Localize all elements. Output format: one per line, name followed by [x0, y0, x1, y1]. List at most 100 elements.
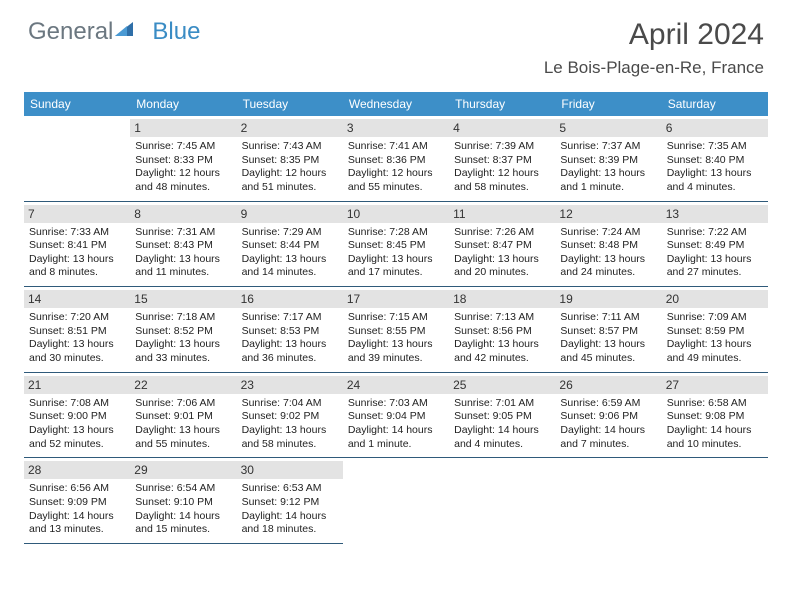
- day-info: Sunrise: 7:24 AMSunset: 8:48 PMDaylight:…: [560, 226, 656, 281]
- day-number: 10: [343, 205, 449, 223]
- day-info: Sunrise: 7:41 AMSunset: 8:36 PMDaylight:…: [348, 140, 444, 195]
- day-info: Sunrise: 7:29 AMSunset: 8:44 PMDaylight:…: [242, 226, 338, 281]
- day-number: 14: [24, 290, 130, 308]
- calendar-cell: 19 Sunrise: 7:11 AMSunset: 8:57 PMDayligh…: [555, 287, 661, 373]
- day-number: 30: [237, 461, 343, 479]
- weekday-header-row: SundayMondayTuesdayWednesdayThursdayFrid…: [24, 92, 768, 116]
- day-number: 23: [237, 376, 343, 394]
- day-info: Sunrise: 7:31 AMSunset: 8:43 PMDaylight:…: [135, 226, 231, 281]
- calendar-cell: 2 Sunrise: 7:43 AMSunset: 8:35 PMDaylight…: [237, 116, 343, 201]
- day-number: 4: [449, 119, 555, 137]
- calendar-cell: 26Sunrise: 6:59 AMSunset: 9:06 PMDayligh…: [555, 372, 661, 458]
- day-number: 2: [237, 119, 343, 137]
- calendar-cell: 29 Sunrise: 6:54 AMSunset: 9:10 PMDayligh…: [130, 458, 236, 544]
- calendar-week-row: 1Sunrise: 7:45 AMSunset: 8:33 PMDaylight…: [24, 116, 768, 201]
- day-info: Sunrise: 7:08 AMSunset: 9:00 PMDaylight:…: [29, 397, 125, 452]
- calendar-cell: 1Sunrise: 7:45 AMSunset: 8:33 PMDaylight…: [130, 116, 236, 201]
- calendar-cell: 3 Sunrise: 7:41 AMSunset: 8:36 PMDaylight…: [343, 116, 449, 201]
- day-number: 9: [237, 205, 343, 223]
- calendar-cell: 9 Sunrise: 7:29 AMSunset: 8:44 PMDaylight…: [237, 201, 343, 287]
- calendar-cell-empty: [24, 116, 130, 201]
- calendar-cell: 23 Sunrise: 7:04 AMSunset: 9:02 PMDayligh…: [237, 372, 343, 458]
- day-info: Sunrise: 7:28 AMSunset: 8:45 PMDaylight:…: [348, 226, 444, 281]
- day-info: Sunrise: 7:04 AMSunset: 9:02 PMDaylight:…: [242, 397, 338, 452]
- day-number: 12: [555, 205, 661, 223]
- calendar-cell: 4 Sunrise: 7:39 AMSunset: 8:37 PMDaylight…: [449, 116, 555, 201]
- calendar-cell-empty: [662, 458, 768, 544]
- calendar-week-row: 7 Sunrise: 7:33 AMSunset: 8:41 PMDaylight…: [24, 201, 768, 287]
- calendar-cell: 7 Sunrise: 7:33 AMSunset: 8:41 PMDaylight…: [24, 201, 130, 287]
- weekday-header: Wednesday: [343, 92, 449, 116]
- day-info: Sunrise: 7:39 AMSunset: 8:37 PMDaylight:…: [454, 140, 550, 195]
- day-number: 7: [24, 205, 130, 223]
- calendar-cell: 8 Sunrise: 7:31 AMSunset: 8:43 PMDaylight…: [130, 201, 236, 287]
- day-number: 20: [662, 290, 768, 308]
- calendar-cell: 24Sunrise: 7:03 AMSunset: 9:04 PMDayligh…: [343, 372, 449, 458]
- calendar-cell: 5Sunrise: 7:37 AMSunset: 8:39 PMDaylight…: [555, 116, 661, 201]
- calendar-cell: 28 Sunrise: 6:56 AMSunset: 9:09 PMDayligh…: [24, 458, 130, 544]
- calendar-cell: 11 Sunrise: 7:26 AMSunset: 8:47 PMDayligh…: [449, 201, 555, 287]
- calendar-week-row: 21 Sunrise: 7:08 AMSunset: 9:00 PMDayligh…: [24, 372, 768, 458]
- day-number: 6: [662, 119, 768, 137]
- brand-triangle-icon: [115, 20, 135, 45]
- calendar-cell: 17Sunrise: 7:15 AMSunset: 8:55 PMDayligh…: [343, 287, 449, 373]
- day-number: 19: [555, 290, 661, 308]
- month-title: April 2024: [544, 18, 764, 52]
- day-number: 22: [130, 376, 236, 394]
- day-info: Sunrise: 7:11 AMSunset: 8:57 PMDaylight:…: [560, 311, 656, 366]
- calendar-cell: 16 Sunrise: 7:17 AMSunset: 8:53 PMDayligh…: [237, 287, 343, 373]
- calendar-cell-empty: [555, 458, 661, 544]
- calendar-cell: 27 Sunrise: 6:58 AMSunset: 9:08 PMDayligh…: [662, 372, 768, 458]
- calendar-cell-empty: [449, 458, 555, 544]
- calendar-cell: 10 Sunrise: 7:28 AMSunset: 8:45 PMDayligh…: [343, 201, 449, 287]
- day-info: Sunrise: 7:06 AMSunset: 9:01 PMDaylight:…: [135, 397, 231, 452]
- brand-part1: General: [28, 18, 113, 46]
- day-number: 13: [662, 205, 768, 223]
- day-info: Sunrise: 6:54 AMSunset: 9:10 PMDaylight:…: [135, 482, 231, 537]
- day-number: 8: [130, 205, 236, 223]
- day-info: Sunrise: 7:43 AMSunset: 8:35 PMDaylight:…: [242, 140, 338, 195]
- weekday-header: Sunday: [24, 92, 130, 116]
- weekday-header: Monday: [130, 92, 236, 116]
- day-info: Sunrise: 7:45 AMSunset: 8:33 PMDaylight:…: [135, 140, 231, 195]
- page-header: General Blue April 2024 Le Bois-Plage-en…: [0, 0, 792, 84]
- day-number: 3: [343, 119, 449, 137]
- title-block: April 2024 Le Bois-Plage-en-Re, France: [544, 18, 764, 78]
- day-info: Sunrise: 7:03 AMSunset: 9:04 PMDaylight:…: [348, 397, 444, 452]
- day-info: Sunrise: 7:26 AMSunset: 8:47 PMDaylight:…: [454, 226, 550, 281]
- weekday-header: Thursday: [449, 92, 555, 116]
- day-info: Sunrise: 7:20 AMSunset: 8:51 PMDaylight:…: [29, 311, 125, 366]
- day-info: Sunrise: 6:56 AMSunset: 9:09 PMDaylight:…: [29, 482, 125, 537]
- day-info: Sunrise: 6:58 AMSunset: 9:08 PMDaylight:…: [667, 397, 763, 452]
- calendar-cell: 12 Sunrise: 7:24 AMSunset: 8:48 PMDayligh…: [555, 201, 661, 287]
- day-info: Sunrise: 7:17 AMSunset: 8:53 PMDaylight:…: [242, 311, 338, 366]
- location-text: Le Bois-Plage-en-Re, France: [544, 58, 764, 78]
- calendar-cell: 6 Sunrise: 7:35 AMSunset: 8:40 PMDaylight…: [662, 116, 768, 201]
- day-info: Sunrise: 6:53 AMSunset: 9:12 PMDaylight:…: [242, 482, 338, 537]
- day-info: Sunrise: 7:13 AMSunset: 8:56 PMDaylight:…: [454, 311, 550, 366]
- calendar-cell: 18Sunrise: 7:13 AMSunset: 8:56 PMDayligh…: [449, 287, 555, 373]
- calendar-table: SundayMondayTuesdayWednesdayThursdayFrid…: [24, 92, 768, 544]
- weekday-header: Tuesday: [237, 92, 343, 116]
- calendar-cell: 25 Sunrise: 7:01 AMSunset: 9:05 PMDayligh…: [449, 372, 555, 458]
- calendar-cell: 15Sunrise: 7:18 AMSunset: 8:52 PMDayligh…: [130, 287, 236, 373]
- weekday-header: Saturday: [662, 92, 768, 116]
- brand-part2: Blue: [152, 18, 200, 46]
- day-number: 29: [130, 461, 236, 479]
- day-number: 5: [555, 119, 661, 137]
- day-info: Sunrise: 7:01 AMSunset: 9:05 PMDaylight:…: [454, 397, 550, 452]
- calendar-cell: 13 Sunrise: 7:22 AMSunset: 8:49 PMDayligh…: [662, 201, 768, 287]
- day-info: Sunrise: 7:33 AMSunset: 8:41 PMDaylight:…: [29, 226, 125, 281]
- day-number: 11: [449, 205, 555, 223]
- day-info: Sunrise: 7:09 AMSunset: 8:59 PMDaylight:…: [667, 311, 763, 366]
- day-number: 16: [237, 290, 343, 308]
- calendar-cell-empty: [343, 458, 449, 544]
- day-info: Sunrise: 7:22 AMSunset: 8:49 PMDaylight:…: [667, 226, 763, 281]
- day-info: Sunrise: 7:35 AMSunset: 8:40 PMDaylight:…: [667, 140, 763, 195]
- day-number: 27: [662, 376, 768, 394]
- day-number: 28: [24, 461, 130, 479]
- calendar-cell: 21 Sunrise: 7:08 AMSunset: 9:00 PMDayligh…: [24, 372, 130, 458]
- day-number: 25: [449, 376, 555, 394]
- day-number: 21: [24, 376, 130, 394]
- calendar-cell: 30 Sunrise: 6:53 AMSunset: 9:12 PMDayligh…: [237, 458, 343, 544]
